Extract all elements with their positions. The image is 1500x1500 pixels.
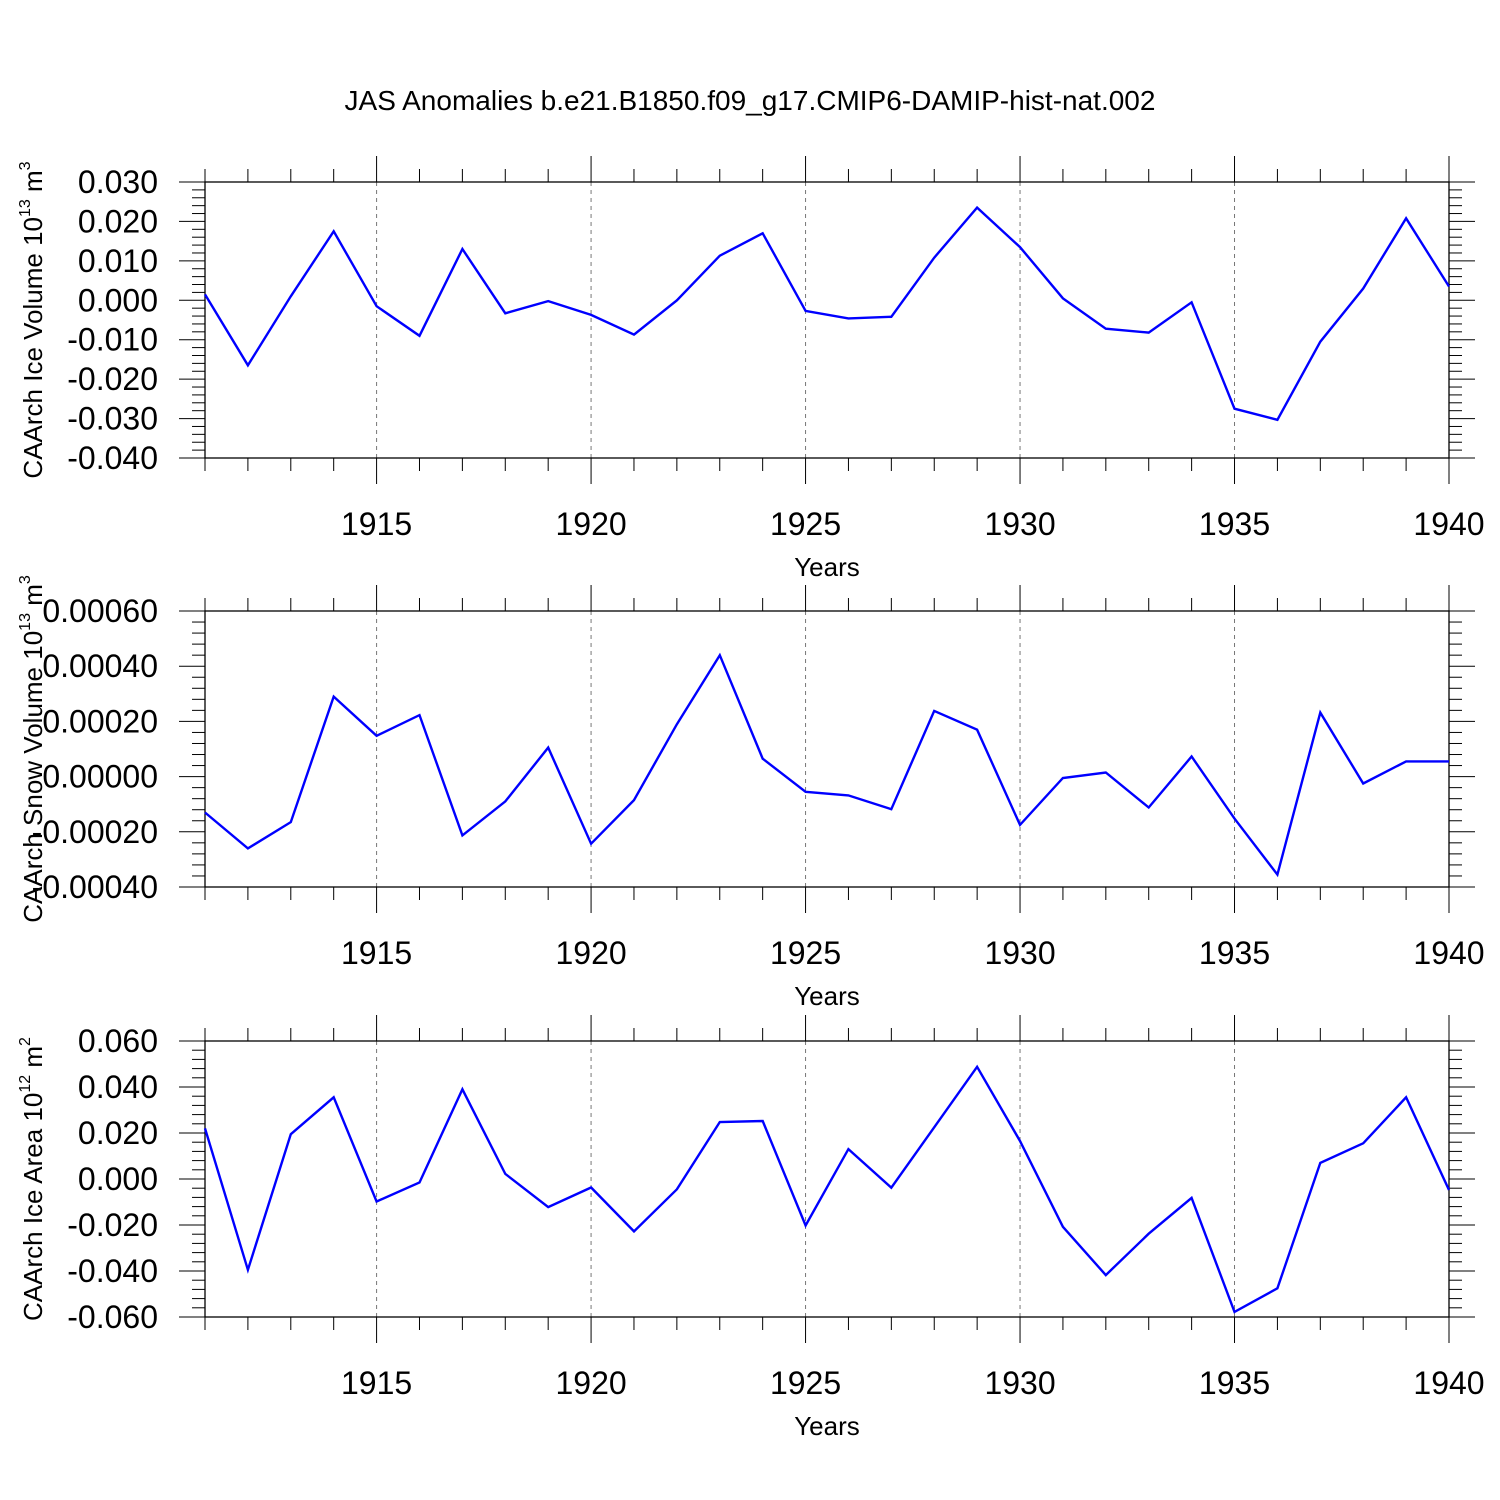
chart-2-ytick-label: -0.00040 bbox=[32, 869, 158, 905]
chart-3-ylabel-unit: m bbox=[18, 1046, 48, 1075]
chart-1-ylabel-exp: 13 bbox=[17, 199, 34, 217]
chart-3-xtick-label: 1915 bbox=[341, 1365, 412, 1401]
chart-1-ylabel-unit-exp: 3 bbox=[17, 161, 34, 170]
chart-1-ylabel-text: CAArch Ice Volume 10 bbox=[18, 217, 48, 479]
chart-1-ytick-label: -0.030 bbox=[67, 401, 158, 437]
chart-3-frame bbox=[204, 1040, 1450, 1318]
chart-1-xtick-label: 1920 bbox=[555, 506, 626, 542]
chart-2-ytick-label: 0.00040 bbox=[42, 648, 158, 684]
chart-2-xlabel: Years bbox=[794, 981, 860, 1011]
chart-1: -0.040-0.030 -0.020-0.010 0.0000.010 0.0200… bbox=[17, 156, 1485, 582]
chart-1-ytick-label: 0.020 bbox=[78, 203, 158, 239]
chart-1-ytick-label: -0.010 bbox=[67, 322, 158, 358]
chart-3-xtick-label: 1925 bbox=[770, 1365, 841, 1401]
chart-3-series-line bbox=[203, 1064, 1451, 1314]
chart-3: -0.060 -0.040 -0.020 0.000 0.020 0.040 0.060 19… bbox=[17, 1015, 1485, 1441]
chart-1-ytick-label: 0.010 bbox=[78, 243, 158, 279]
chart-3-xlabel: Years bbox=[794, 1411, 860, 1441]
chart-1-ytick-label: -0.020 bbox=[67, 361, 158, 397]
chart-3-ylabel: CAArch Ice Area 1012 m2 bbox=[17, 1037, 48, 1321]
chart-2-xtick-label: 1935 bbox=[1199, 935, 1270, 971]
figure-title: JAS Anomalies b.e21.B1850.f09_g17.CMIP6-… bbox=[345, 85, 1156, 116]
chart-2-xtick-label: 1930 bbox=[984, 935, 1055, 971]
chart-2-ytick-label: 0.00060 bbox=[42, 593, 158, 629]
chart-3-xtick-label: 1935 bbox=[1199, 1365, 1270, 1401]
chart-2-xtick-label: 1920 bbox=[555, 935, 626, 971]
chart-3-ytick-label: 0.000 bbox=[78, 1161, 158, 1197]
chart-3-ytick-label: -0.020 bbox=[67, 1207, 158, 1243]
chart-3-ytick-label: 0.020 bbox=[78, 1115, 158, 1151]
chart-2-xtick-label: 1940 bbox=[1413, 935, 1484, 971]
chart-3-xtick-label: 1940 bbox=[1413, 1365, 1484, 1401]
chart-1-xtick-label: 1935 bbox=[1199, 506, 1270, 542]
chart-2-ytick-label: 0.00000 bbox=[42, 759, 158, 795]
chart-3-ytick-label: -0.040 bbox=[67, 1253, 158, 1289]
chart-1-ylabel-unit: m bbox=[18, 170, 48, 199]
chart-2-frame bbox=[204, 610, 1450, 888]
chart-2-series-line bbox=[204, 652, 1449, 878]
chart-2: -0.00040 -0.00020 0.00000 0.00020 0.00040 0.0… bbox=[17, 575, 1485, 1011]
chart-1-ytick-label: 0.030 bbox=[78, 164, 158, 200]
chart-2-ylabel-text: CAArch Snow Volume 10 bbox=[18, 631, 48, 923]
chart-1-xtick-label: 1940 bbox=[1413, 506, 1484, 542]
chart-3-ytick-label: 0.040 bbox=[78, 1069, 158, 1105]
chart-3-xtick-label: 1920 bbox=[555, 1365, 626, 1401]
chart-2-ylabel-unit-exp: 3 bbox=[17, 575, 34, 584]
chart-1-series-line bbox=[203, 205, 1451, 422]
chart-1-xtick-label: 1930 bbox=[984, 506, 1055, 542]
chart-1-xlabel: Years bbox=[794, 552, 860, 582]
chart-2-ylabel-exp: 13 bbox=[17, 613, 34, 631]
chart-3-ytick-label: -0.060 bbox=[67, 1299, 158, 1335]
chart-3-ylabel-unit-exp: 2 bbox=[17, 1037, 34, 1046]
chart-2-xtick-label: 1915 bbox=[341, 935, 412, 971]
chart-2-ylabel-unit: m bbox=[18, 584, 48, 613]
chart-2-ytick-label: -0.00020 bbox=[32, 814, 158, 850]
chart-2-ytick-label: 0.00020 bbox=[42, 703, 158, 739]
chart-1-ylabel: CAArch Ice Volume 1013 m3 bbox=[17, 161, 48, 478]
chart-2-xtick-label: 1925 bbox=[770, 935, 841, 971]
chart-1-frame bbox=[204, 181, 1450, 459]
chart-3-xtick-label: 1930 bbox=[984, 1365, 1055, 1401]
chart-3-ylabel-text: CAArch Ice Area 10 bbox=[18, 1093, 48, 1321]
chart-3-ylabel-exp: 12 bbox=[17, 1075, 34, 1093]
chart-1-xtick-label: 1915 bbox=[341, 506, 412, 542]
chart-3-ytick-label: 0.060 bbox=[78, 1023, 158, 1059]
chart-1-ytick-label: -0.040 bbox=[67, 440, 158, 476]
chart-1-ytick-label: 0.000 bbox=[78, 282, 158, 318]
chart-2-ylabel: CAArch Snow Volume 1013 m3 bbox=[17, 575, 48, 923]
chart-1-xtick-label: 1925 bbox=[770, 506, 841, 542]
